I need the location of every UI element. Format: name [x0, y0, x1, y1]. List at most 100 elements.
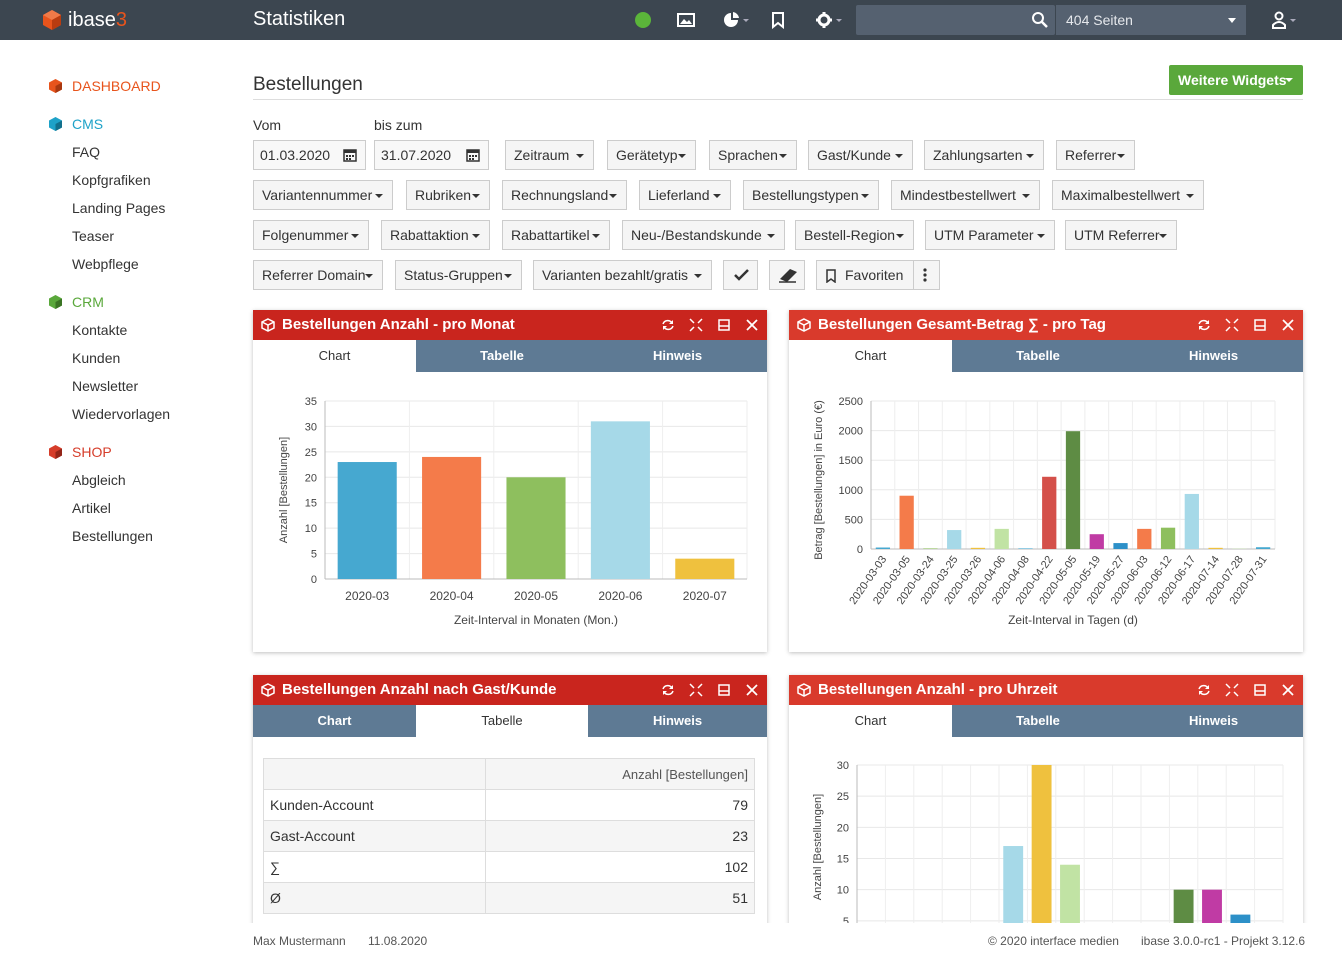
sidebar-item-artikel[interactable]: Artikel — [72, 500, 111, 516]
y-tick-label: 5 — [843, 916, 849, 928]
filter-geraetetyp[interactable]: Gerätetyp — [607, 140, 696, 170]
filter-sprachen[interactable]: Sprachen — [709, 140, 797, 170]
pages-select[interactable]: 404 Seiten — [1056, 5, 1246, 35]
tab-note[interactable]: Hinweis — [1188, 348, 1239, 363]
filter-referrer[interactable]: Referrer — [1056, 140, 1135, 170]
filter-utm-referrer[interactable]: UTM Referrer — [1065, 220, 1177, 250]
sidebar-section-cms[interactable]: CMS — [48, 116, 103, 132]
expand-icon[interactable] — [1225, 318, 1239, 332]
filter-neu-bestandskunde[interactable]: Neu-/Bestandskunde — [622, 220, 785, 250]
expand-icon[interactable] — [1225, 683, 1239, 697]
filter-bestellungstypen[interactable]: Bestellungstypen — [743, 180, 879, 210]
sidebar-section-shop[interactable]: SHOP — [48, 444, 112, 460]
sidebar-item-kopfgrafiken[interactable]: Kopfgrafiken — [72, 172, 151, 188]
close-icon[interactable] — [1281, 683, 1295, 697]
filter-rabattartikel[interactable]: Rabattartikel — [502, 220, 610, 250]
chevron-down-icon — [678, 154, 686, 158]
logo[interactable]: ibase3 — [42, 8, 127, 32]
refresh-icon[interactable] — [661, 318, 675, 332]
filter-rechnungsland[interactable]: Rechnungsland — [502, 180, 627, 210]
tab-table[interactable]: Tabelle — [480, 348, 524, 363]
sidebar-item-teaser[interactable]: Teaser — [72, 228, 115, 244]
filter-varianten-bezahlt-gratis[interactable]: Varianten bezahlt/gratis — [533, 260, 712, 290]
minimize-icon[interactable] — [717, 683, 731, 697]
bar — [1065, 431, 1081, 549]
sidebar-item-faq[interactable]: FAQ — [72, 144, 101, 160]
favorites-button[interactable]: Favoriten — [816, 260, 940, 290]
filter-rubriken[interactable]: Rubriken — [406, 180, 490, 210]
tab-table[interactable]: Tabelle — [416, 705, 588, 737]
sidebar-item-kunden[interactable]: Kunden — [72, 350, 121, 366]
status-indicator[interactable] — [635, 12, 651, 28]
chevron-down-icon — [472, 194, 480, 198]
sidebar-item-newsletter[interactable]: Newsletter — [72, 378, 139, 394]
pie-chart-icon[interactable] — [722, 11, 750, 29]
filter-folgenummer[interactable]: Folgenummer — [253, 220, 369, 250]
filter-zeitraum[interactable]: Zeitraum — [505, 140, 594, 170]
more-vertical-icon[interactable] — [923, 268, 927, 282]
filter-referrer-domain[interactable]: Referrer Domain — [253, 260, 383, 290]
date-to-input[interactable]: 31.07.2020 — [374, 140, 489, 170]
filter-variantennummer[interactable]: Variantennummer — [253, 180, 393, 210]
sidebar-item-bestellungen[interactable]: Bestellungen — [72, 528, 153, 544]
x-tick-label: 2020-07 — [683, 589, 727, 603]
gear-icon[interactable] — [815, 11, 843, 29]
filter-status-gruppen[interactable]: Status-Gruppen — [395, 260, 522, 290]
filter-gast-kunde[interactable]: Gast/Kunde — [808, 140, 913, 170]
sidebar-item-dashboard[interactable]: DASHBOARD — [48, 78, 161, 94]
y-tick-label: 2500 — [839, 396, 863, 408]
footer-user: Max Mustermann — [253, 934, 346, 948]
widget-orders-by-guest-customer: Bestellungen Anzahl nach Gast/Kunde Char… — [253, 675, 767, 935]
close-icon[interactable] — [1281, 318, 1295, 332]
sidebar-item-kontakte[interactable]: Kontakte — [72, 322, 128, 338]
close-icon[interactable] — [745, 683, 759, 697]
user-icon[interactable] — [1271, 11, 1297, 29]
sidebar-item-landing-pages[interactable]: Landing Pages — [72, 200, 166, 216]
refresh-icon[interactable] — [661, 683, 675, 697]
expand-icon[interactable] — [689, 318, 703, 332]
filter-zahlungsarten[interactable]: Zahlungsarten — [924, 140, 1044, 170]
search-input[interactable] — [856, 5, 1055, 35]
date-from-input[interactable]: 01.03.2020 — [253, 140, 366, 170]
minimize-icon[interactable] — [717, 318, 731, 332]
sidebar-section-crm[interactable]: CRM — [48, 294, 104, 310]
bar — [923, 548, 938, 549]
image-icon[interactable] — [677, 11, 695, 29]
filter-maximalbestellwert[interactable]: Maximalbestellwert — [1052, 180, 1204, 210]
tab-table[interactable]: Tabelle — [1016, 348, 1060, 363]
more-widgets-button[interactable]: Weitere Widgets — [1169, 65, 1303, 95]
minimize-icon[interactable] — [1253, 683, 1267, 697]
sidebar-item-abgleich[interactable]: Abgleich — [72, 472, 126, 488]
bar — [1184, 493, 1199, 549]
tab-note[interactable]: Hinweis — [1188, 713, 1239, 728]
calendar-icon[interactable] — [466, 148, 480, 162]
tab-chart[interactable]: Chart — [317, 713, 352, 728]
tab-chart[interactable]: Chart — [789, 340, 952, 372]
sidebar-item-wiedervorlagen[interactable]: Wiedervorlagen — [72, 406, 171, 422]
expand-icon[interactable] — [689, 683, 703, 697]
minimize-icon[interactable] — [1253, 318, 1267, 332]
refresh-icon[interactable] — [1197, 318, 1211, 332]
tab-note[interactable]: Hinweis — [652, 348, 703, 363]
filter-rabattaktion[interactable]: Rabattaktion — [381, 220, 490, 250]
bookmark-icon[interactable] — [769, 11, 787, 29]
search-icon[interactable] — [1031, 11, 1049, 29]
refresh-icon[interactable] — [1197, 683, 1211, 697]
y-tick-label: 25 — [837, 791, 849, 803]
orders-per-month-chart: 0 5 10 15 20 25 30 35 2020-03 2020-04 2020-05 2020-… — [278, 396, 748, 627]
tab-note[interactable]: Hinweis — [652, 713, 703, 728]
tab-table[interactable]: Tabelle — [1016, 713, 1060, 728]
filter-mindestbestellwert[interactable]: Mindestbestellwert — [891, 180, 1040, 210]
tab-chart[interactable]: Chart — [789, 705, 952, 737]
apply-button[interactable] — [723, 260, 758, 290]
filter-utm-parameter[interactable]: UTM Parameter — [925, 220, 1055, 250]
filter-lieferland[interactable]: Lieferland — [639, 180, 731, 210]
tab-chart[interactable]: Chart — [253, 340, 416, 372]
y-axis-label: Betrag [Bestellungen] in Euro (€) — [813, 400, 825, 560]
sidebar-item-webpflege[interactable]: Webpflege — [72, 256, 139, 272]
reset-button[interactable] — [769, 260, 805, 290]
close-icon[interactable] — [745, 318, 759, 332]
chevron-down-icon — [713, 194, 721, 198]
filter-bestell-region[interactable]: Bestell-Region — [795, 220, 914, 250]
calendar-icon[interactable] — [343, 148, 357, 162]
